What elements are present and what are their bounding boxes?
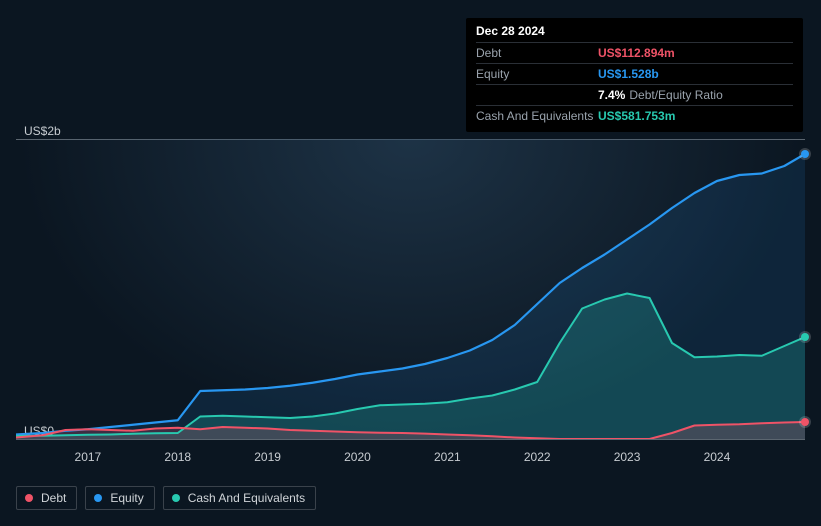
x-axis-label: 2022 [524,450,551,464]
tooltip-date: Dec 28 2024 [476,24,793,42]
legend-dot-icon [94,494,102,502]
tooltip-row-value: US$112.894m [598,45,675,61]
x-axis-label: 2019 [254,450,281,464]
y-axis-label-top: US$2b [24,124,61,138]
tooltip-row-value: US$1.528b [598,66,659,82]
legend-item-debt[interactable]: Debt [16,486,77,510]
tooltip-row: Cash And EquivalentsUS$581.753m [476,105,793,126]
legend-label: Debt [41,491,66,505]
chart-container: { "tooltip": { "date": "Dec 28 2024", "r… [0,0,821,526]
tooltip-row-value: US$581.753m [598,108,675,124]
gridline-bottom [16,439,805,440]
legend-label: Cash And Equivalents [188,491,305,505]
tooltip-row: DebtUS$112.894m [476,42,793,63]
series-end-marker-equity [801,150,809,158]
series-end-marker-debt [801,418,809,426]
legend-dot-icon [172,494,180,502]
tooltip-row-label: Equity [476,66,598,82]
tooltip-row: EquityUS$1.528b [476,63,793,84]
x-axis-label: 2017 [75,450,102,464]
series-end-marker-cash-and-equivalents [801,333,809,341]
chart-legend: Debt Equity Cash And Equivalents [16,486,316,510]
legend-label: Equity [110,491,143,505]
x-axis-label: 2023 [614,450,641,464]
tooltip-row-value: 7.4%Debt/Equity Ratio [598,87,723,103]
x-axis-label: 2020 [344,450,371,464]
tooltip-row-suffix: Debt/Equity Ratio [629,88,722,102]
tooltip-row: 7.4%Debt/Equity Ratio [476,84,793,105]
x-axis-label: 2024 [704,450,731,464]
chart-plot-area[interactable] [16,139,805,439]
tooltip-row-label [476,87,598,103]
x-axis-label: 2021 [434,450,461,464]
legend-item-cash-and-equivalents[interactable]: Cash And Equivalents [163,486,316,510]
tooltip-row-label: Cash And Equivalents [476,108,598,124]
legend-item-equity[interactable]: Equity [85,486,154,510]
x-axis-label: 2018 [164,450,191,464]
chart-svg [16,139,805,439]
legend-dot-icon [25,494,33,502]
chart-tooltip: Dec 28 2024 DebtUS$112.894mEquityUS$1.52… [466,18,803,132]
tooltip-row-label: Debt [476,45,598,61]
